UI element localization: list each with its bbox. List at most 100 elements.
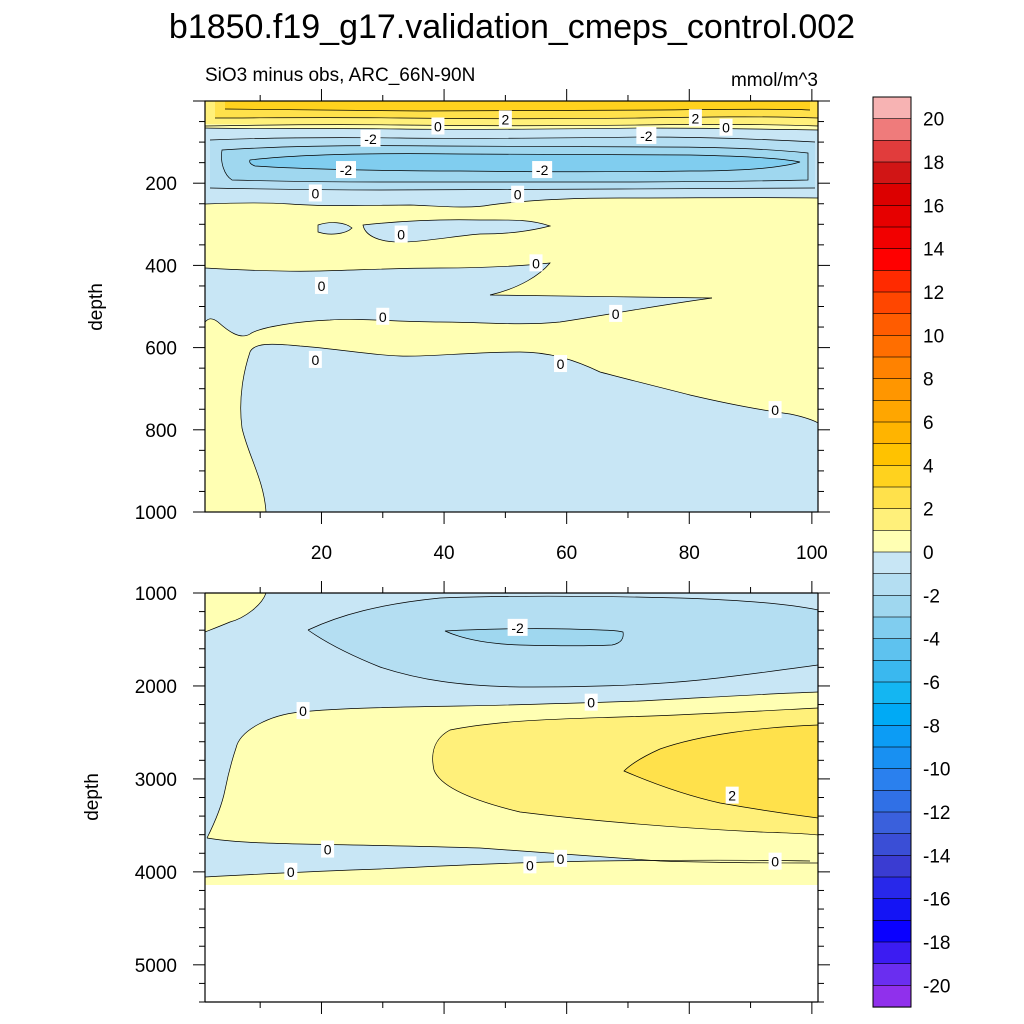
upper-contour-label: 0 [397, 227, 405, 243]
lower-y-tick-label: 2000 [135, 677, 177, 698]
colorbar-swatch [872, 833, 912, 856]
colorbar-swatch [872, 811, 912, 835]
upper-contour-label: 0 [311, 185, 319, 201]
upper-x-tick-label: 40 [433, 543, 454, 564]
upper-contour-label-bg [688, 109, 702, 127]
colorbar-label: -8 [923, 716, 940, 737]
upper-contour-label-bg [498, 110, 512, 128]
colorbar [872, 96, 912, 1008]
upper-x-tick-label: 60 [556, 543, 577, 564]
colorbar-swatch [872, 725, 912, 748]
lower-fill-bottom-pos [205, 860, 818, 885]
colorbar-label: -18 [923, 933, 950, 954]
upper-contour-label: -2 [364, 131, 377, 147]
upper-line-neg3 [221, 145, 809, 183]
colorbar-label: -10 [923, 760, 950, 781]
upper-y-tick-label: 400 [145, 256, 177, 277]
colorbar-label: 16 [923, 196, 944, 217]
colorbar-swatch [872, 681, 912, 705]
upper-line-mid-bottom [205, 297, 713, 337]
upper-contour-label: -2 [640, 128, 653, 144]
lower-contour-labels: -2 0 0 2 0 0 0 0 0 [284, 618, 782, 880]
lower-line-zero-bottom [206, 837, 818, 864]
upper-contour-label-bg [314, 276, 328, 294]
lower-contour-label: 0 [587, 695, 595, 711]
colorbar-swatch [872, 486, 912, 510]
colorbar-swatch [872, 790, 912, 813]
upper-contour-label-bg [431, 117, 445, 135]
colorbar-swatch [872, 313, 912, 336]
upper-contour-label-bg [394, 225, 408, 243]
upper-contour-label: 0 [612, 306, 620, 322]
colorbar-swatch [872, 205, 912, 228]
upper-line-mid-top [205, 262, 713, 299]
colorbar-label: 14 [923, 240, 945, 261]
colorbar-swatch [872, 703, 912, 726]
upper-x-tick-label: 80 [679, 543, 700, 564]
colorbar-swatch [872, 183, 912, 206]
lower-line-zero-top [206, 691, 818, 839]
colorbar-swatch [872, 660, 912, 683]
colorbar-swatch [872, 551, 912, 575]
lower-y-axis-title: depth [82, 773, 103, 821]
colorbar-swatch [872, 96, 912, 120]
upper-fill-neg-lens-b [363, 219, 550, 243]
colorbar-swatch [872, 508, 912, 531]
colorbar-swatch [872, 161, 912, 185]
upper-contour-label: -2 [340, 162, 353, 178]
upper-contour-label: 0 [514, 187, 522, 203]
upper-axis-ticks [193, 89, 830, 524]
colorbar-labels: 20181614121086420-2-4-6-8-10-12-14-16-18… [923, 110, 951, 998]
colorbar-swatch [872, 335, 912, 358]
colorbar-swatch [872, 421, 912, 445]
lower-contour-label-bg [554, 849, 568, 867]
upper-contour-label: 2 [692, 110, 700, 126]
upper-contour-label-bg [511, 185, 525, 203]
lower-line-pos1 [432, 707, 818, 836]
colorbar-swatch [872, 226, 912, 250]
upper-contour-fills [205, 101, 818, 512]
lower-contour-label-bg [507, 618, 528, 636]
colorbar-swatch [872, 291, 912, 315]
colorbar-label: -6 [923, 673, 940, 694]
colorbar-swatch [872, 400, 912, 423]
upper-fill-surface-3 [225, 101, 810, 111]
lower-y-tick-label: 3000 [135, 770, 177, 791]
lower-contour-fills [205, 593, 818, 1002]
upper-contour-label-bg [609, 304, 623, 322]
lower-line-neg3 [444, 628, 624, 647]
upper-contour-label-bg [308, 350, 322, 368]
upper-line-neg2-bottom [209, 187, 816, 191]
colorbar-label: 6 [923, 413, 934, 434]
colorbar-label: 12 [923, 283, 944, 304]
colorbar-swatch [872, 530, 912, 553]
colorbar-label: 4 [923, 456, 934, 477]
colorbar-swatch [872, 963, 912, 986]
upper-contour-label: -2 [536, 162, 549, 178]
upper-contour-label: 0 [532, 255, 540, 271]
upper-fill-neg-lens-a [318, 222, 352, 235]
lower-contour-label: 0 [771, 854, 779, 870]
colorbar-swatch [872, 746, 912, 770]
upper-contour-label: 0 [722, 120, 730, 136]
lower-contour-label-bg [584, 693, 598, 711]
colorbar-label: -20 [923, 976, 950, 997]
lower-fill-no-data [205, 885, 818, 1002]
lower-axis-ticks [193, 581, 830, 1014]
upper-line-neg4 [249, 153, 801, 173]
colorbar-swatch [872, 985, 912, 1008]
colorbar-swatch [872, 616, 912, 640]
upper-contour-label: 0 [557, 356, 565, 372]
upper-fill-neg-deep [240, 344, 818, 512]
lower-y-tick-label: 4000 [135, 863, 177, 884]
lower-contour-label-bg [523, 856, 537, 874]
lower-contour-label-bg [296, 702, 310, 720]
colorbar-swatch [872, 638, 912, 661]
colorbar-swatch [872, 920, 912, 943]
upper-contour-lines [205, 108, 818, 512]
colorbar-label: 20 [923, 110, 944, 131]
upper-fill-neg-band-4 [249, 153, 800, 172]
lower-line-topleft [205, 593, 267, 633]
